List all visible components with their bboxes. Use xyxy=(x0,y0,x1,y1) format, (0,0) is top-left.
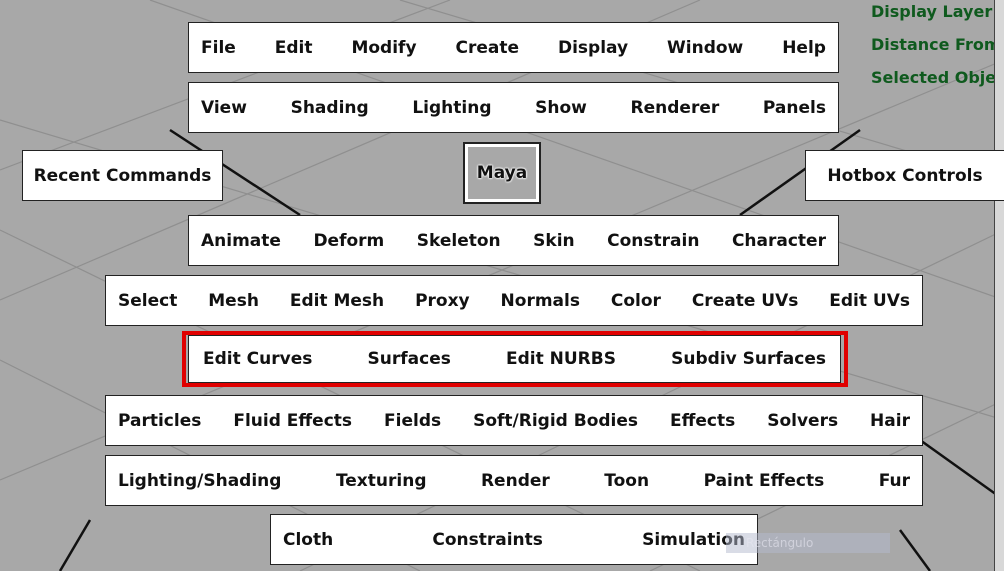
menu-item-fur[interactable]: Fur xyxy=(878,470,910,491)
menu-item-help[interactable]: Help xyxy=(782,37,826,58)
menu-item-render[interactable]: Render xyxy=(480,470,550,491)
menu-item-mesh[interactable]: Mesh xyxy=(208,290,259,311)
ncloth-menu-row: Cloth Constraints Simulation xyxy=(270,514,758,565)
scrollbar[interactable] xyxy=(994,0,1004,571)
menu-item-file[interactable]: File xyxy=(201,37,236,58)
menu-item-hair[interactable]: Hair xyxy=(870,410,910,431)
recent-commands-label: Recent Commands xyxy=(33,165,212,186)
menu-item-fields[interactable]: Fields xyxy=(384,410,442,431)
menu-item-edit[interactable]: Edit xyxy=(274,37,313,58)
animation-menu-row: Animate Deform Skeleton Skin Constrain Charac… xyxy=(188,215,839,266)
menu-item-lighting[interactable]: Lighting xyxy=(412,97,492,118)
hotbox-controls-label: Hotbox Controls xyxy=(827,165,983,186)
recent-commands-button[interactable]: Recent Commands xyxy=(22,150,223,201)
menu-item-constraints[interactable]: Constraints xyxy=(432,529,543,550)
menu-item-character[interactable]: Character xyxy=(731,230,826,251)
menu-item-select[interactable]: Select xyxy=(118,290,178,311)
menu-item-window[interactable]: Window xyxy=(667,37,744,58)
menu-item-cloth[interactable]: Cloth xyxy=(283,529,334,550)
menu-item-particles[interactable]: Particles xyxy=(118,410,202,431)
menu-item-constrain[interactable]: Constrain xyxy=(607,230,700,251)
menu-item-lighting-shading[interactable]: Lighting/Shading xyxy=(118,470,282,491)
menu-item-view[interactable]: View xyxy=(201,97,247,118)
hud-display-layer: Display Layer: xyxy=(871,2,999,21)
main-menu-row: File Edit Modify Create Display Window Help xyxy=(188,22,839,73)
menu-item-texturing[interactable]: Texturing xyxy=(335,470,427,491)
menu-item-create-uvs[interactable]: Create UVs xyxy=(691,290,799,311)
highlight-rectangle xyxy=(182,331,848,387)
menu-item-soft-rigid-bodies[interactable]: Soft/Rigid Bodies xyxy=(473,410,639,431)
menu-item-edit-curves[interactable]: Edit Curves xyxy=(203,349,313,369)
menu-item-proxy[interactable]: Proxy xyxy=(415,290,470,311)
menu-item-skin[interactable]: Skin xyxy=(533,230,575,251)
menu-item-display[interactable]: Display xyxy=(557,37,629,58)
dynamics-menu-row: Particles Fluid Effects Fields Soft/Rigid B… xyxy=(105,395,923,446)
rendering-menu-row: Lighting/Shading Texturing Render Toon Paint… xyxy=(105,455,923,506)
menu-item-deform[interactable]: Deform xyxy=(313,230,385,251)
menu-item-fluid-effects[interactable]: Fluid Effects xyxy=(233,410,353,431)
menu-item-panels[interactable]: Panels xyxy=(762,97,826,118)
polygons-menu-row: Select Mesh Edit Mesh Proxy Normals Color Crea… xyxy=(105,275,923,326)
menu-item-edit-nurbs[interactable]: Edit NURBS xyxy=(506,349,616,369)
hud-selected-objects: Selected Obje xyxy=(871,68,997,87)
menu-item-simulation[interactable]: Simulation xyxy=(642,529,745,550)
menu-item-edit-mesh[interactable]: Edit Mesh xyxy=(289,290,385,311)
hud-distance-from: Distance From xyxy=(871,35,1001,54)
menu-item-normals[interactable]: Normals xyxy=(500,290,580,311)
panel-menu-row: View Shading Lighting Show Renderer Panels xyxy=(188,82,839,133)
menu-item-create[interactable]: Create xyxy=(455,37,520,58)
menu-item-solvers[interactable]: Solvers xyxy=(767,410,839,431)
menu-item-edit-uvs[interactable]: Edit UVs xyxy=(829,290,910,311)
surfaces-menu-row: Edit Curves Surfaces Edit NURBS Subdiv Surf… xyxy=(188,335,841,383)
menu-item-subdiv-surfaces[interactable]: Subdiv Surfaces xyxy=(671,349,826,369)
maya-center-button[interactable]: Maya xyxy=(463,142,541,204)
menu-item-renderer[interactable]: Renderer xyxy=(630,97,720,118)
menu-item-effects[interactable]: Effects xyxy=(669,410,736,431)
menu-item-toon[interactable]: Toon xyxy=(604,470,650,491)
menu-item-modify[interactable]: Modify xyxy=(351,37,417,58)
menu-item-color[interactable]: Color xyxy=(610,290,661,311)
maya-label: Maya xyxy=(476,163,528,183)
menu-item-show[interactable]: Show xyxy=(535,97,587,118)
menu-item-animate[interactable]: Animate xyxy=(201,230,281,251)
menu-item-shading[interactable]: Shading xyxy=(290,97,369,118)
menu-item-paint-effects[interactable]: Paint Effects xyxy=(703,470,825,491)
menu-item-skeleton[interactable]: Skeleton xyxy=(416,230,501,251)
rectangle-tooltip: Rectángulo xyxy=(726,533,890,553)
hotbox-controls-button[interactable]: Hotbox Controls xyxy=(805,150,1004,201)
menu-item-surfaces[interactable]: Surfaces xyxy=(367,349,451,369)
